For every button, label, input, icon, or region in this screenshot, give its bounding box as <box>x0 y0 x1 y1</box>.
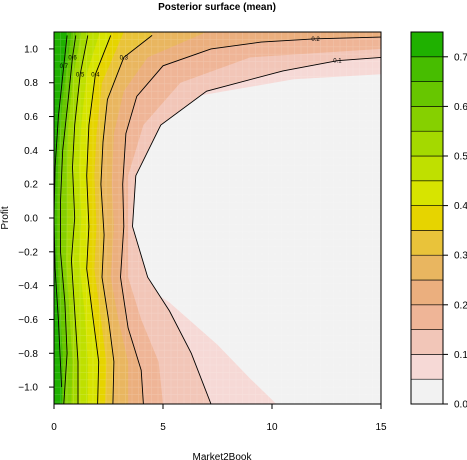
colorbar-swatch-0.1 <box>410 329 444 355</box>
colorbar-swatch-0.45 <box>410 155 444 182</box>
colorbar-swatch-0.3 <box>410 230 444 256</box>
x-axis: 0 5 10 15 <box>51 404 387 433</box>
contour-line-0.3 <box>100 35 153 404</box>
colorbar-swatch-0.4 <box>410 180 444 206</box>
chart-title: Posterior surface (mean) <box>158 2 276 13</box>
colorbar-swatch-0.25 <box>410 254 444 281</box>
y-tick-label-0.4: 0.4 <box>24 146 38 157</box>
colorbar-swatch-0.35 <box>410 205 444 231</box>
contour-label-0.5: 0.5 <box>76 72 85 78</box>
contour-label-0.7: 0.7 <box>60 64 69 70</box>
y-tick-label-1.0: 1.0 <box>24 44 38 55</box>
contour-line-0.5 <box>70 35 89 404</box>
y-axis-title: Profit <box>0 206 11 230</box>
y-tick-label-−1.0: −1.0 <box>18 383 38 394</box>
contour-band-0.65 <box>54 32 72 404</box>
colorbar-swatch-0.6 <box>410 81 444 107</box>
colorbar-swatch-0.15 <box>410 304 444 330</box>
contour-band-0.15 <box>54 32 381 404</box>
colorbar: 0.0 0.1 0.2 0.3 0.4 0.5 0.6 0.7 <box>410 31 467 411</box>
contour-band-0.7 <box>54 32 68 404</box>
colorbar-tick-label-0.7: 0.7 <box>454 52 467 63</box>
colorbar-swatch-0.7 <box>410 31 444 58</box>
y-tick-label-0.0: 0.0 <box>24 214 38 225</box>
contour-label-0.6: 0.6 <box>68 55 77 61</box>
x-tick-label-10: 10 <box>266 422 278 433</box>
colorbar-swatch-0.05 <box>410 354 444 380</box>
colorbar-tick-label-0.5: 0.5 <box>454 152 467 163</box>
colorbar-frame <box>410 31 444 405</box>
colorbar-tick-label-0.0: 0.0 <box>454 400 467 411</box>
contour-line-0.4 <box>86 35 112 404</box>
x-tick-label-0: 0 <box>51 422 57 433</box>
colorbar-swatch-0.65 <box>410 56 444 82</box>
contour-line-0.6 <box>60 35 77 404</box>
colorbar-tick-label-0.1: 0.1 <box>454 350 467 361</box>
contour-label-0.3: 0.3 <box>120 55 129 61</box>
contour-line-0.1 <box>132 56 381 404</box>
colorbar-tick-label-0.3: 0.3 <box>454 251 467 262</box>
y-tick-label-−0.8: −0.8 <box>18 349 38 360</box>
surface-grid-texture <box>54 32 381 404</box>
colorbar-tick-label-0.6: 0.6 <box>454 102 467 113</box>
colorbar-swatch-0.5 <box>410 130 444 157</box>
contour-line-0.2 <box>120 36 381 404</box>
colorbar-tick-label-0.4: 0.4 <box>454 201 467 212</box>
contour-line-layer: 0.7 0.6 0.5 0.4 0.3 0.2 0.1 <box>54 35 381 404</box>
x-tick-label-5: 5 <box>160 422 166 433</box>
colorbar-swatch-0.2 <box>410 279 444 306</box>
colorbar-swatch-0 <box>410 378 444 405</box>
plot-area: 0.7 0.6 0.5 0.4 0.3 0.2 0.1 <box>54 32 381 404</box>
y-tick-label-0.6: 0.6 <box>24 112 38 123</box>
contour-label-0.4: 0.4 <box>91 72 100 78</box>
contour-label-0.2: 0.2 <box>311 37 320 43</box>
y-tick-label-−0.6: −0.6 <box>18 315 38 326</box>
y-axis: 1.0 0.8 0.6 0.4 0.2 0.0 −0.2 −0.4 −0.6 −0.8 −1.0 <box>18 44 54 394</box>
x-tick-label-15: 15 <box>375 422 387 433</box>
x-axis-title: Market2Book <box>193 452 253 460</box>
y-tick-label-0.2: 0.2 <box>24 180 38 191</box>
contour-label-0.1: 0.1 <box>333 59 342 65</box>
y-tick-label-−0.2: −0.2 <box>18 247 38 258</box>
contour-line-0.7 <box>54 35 68 388</box>
y-tick-label-0.8: 0.8 <box>24 78 38 89</box>
y-tick-label-−0.4: −0.4 <box>18 281 38 292</box>
colorbar-tick-label-0.2: 0.2 <box>454 300 467 311</box>
colorbar-swatch-0.55 <box>410 106 444 132</box>
filled-contour-layer <box>54 32 381 404</box>
